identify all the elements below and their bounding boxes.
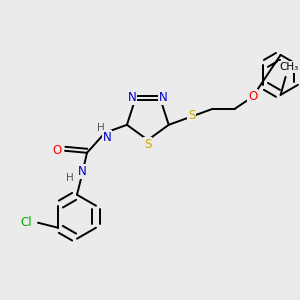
Text: N: N xyxy=(78,165,86,178)
Text: CH₃: CH₃ xyxy=(279,62,298,72)
Text: O: O xyxy=(248,90,257,104)
Text: N: N xyxy=(159,91,168,104)
Text: H: H xyxy=(66,173,74,183)
Text: N: N xyxy=(128,91,136,104)
Text: O: O xyxy=(52,144,62,157)
Text: S: S xyxy=(144,137,152,151)
Text: Cl: Cl xyxy=(20,216,32,229)
Text: S: S xyxy=(188,109,195,122)
Text: N: N xyxy=(103,131,111,144)
Text: H: H xyxy=(97,123,105,133)
